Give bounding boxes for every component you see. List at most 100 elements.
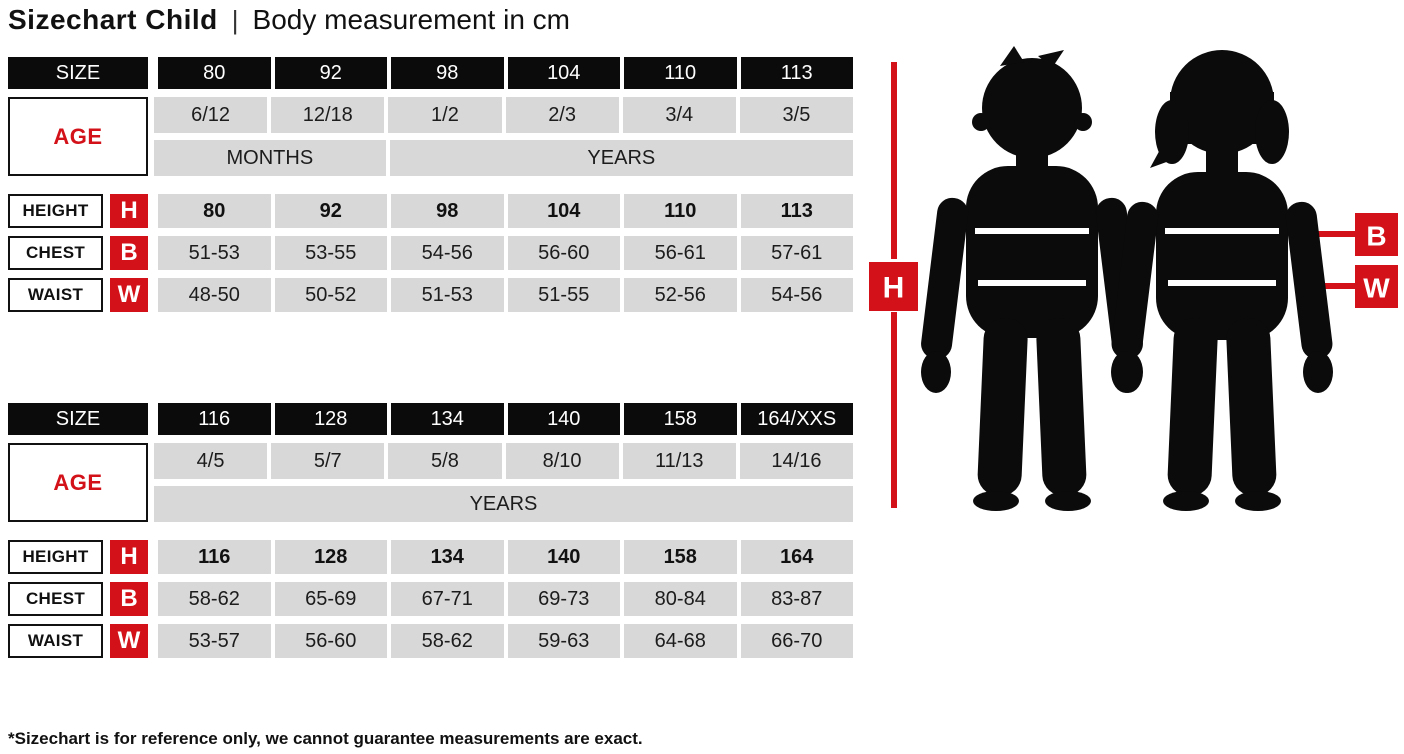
waist-row: WAIST W 53-57 56-60 58-62 59-63 64-68 66…	[8, 624, 853, 658]
age-section: AGE 4/5 5/7 5/8 8/10 11/13 14/16 YEARS	[8, 443, 854, 522]
waist-cell: 59-63	[507, 624, 620, 658]
chest-badge-letter: B	[1366, 221, 1386, 252]
chest-cell: 54-56	[391, 236, 504, 270]
size-table-large: SIZE 116 128 134 140 158 164/XXS AGE 4/5…	[8, 403, 854, 658]
height-label: HEIGHT	[8, 194, 103, 228]
height-cell: 92	[274, 194, 387, 228]
size-cell: 140	[507, 403, 620, 435]
age-values-row: 4/5 5/7 5/8 8/10 11/13 14/16	[154, 443, 854, 479]
height-cell: 104	[507, 194, 620, 228]
footnote: *Sizechart is for reference only, we can…	[8, 729, 643, 748]
waist-badge-letter: W	[1363, 273, 1390, 304]
age-label: AGE	[8, 97, 148, 176]
size-cell: 158	[624, 403, 737, 435]
chest-cell: 51-53	[158, 236, 271, 270]
age-cell: 5/8	[388, 443, 502, 479]
size-header-row: SIZE 80 92 98 104 110 113	[8, 57, 853, 89]
age-units-row: YEARS	[154, 486, 853, 522]
height-cell: 80	[158, 194, 271, 228]
waist-cell: 64-68	[624, 624, 737, 658]
height-cell: 140	[507, 540, 620, 574]
height-badge-letter: H	[883, 272, 905, 305]
chest-cell: 56-61	[624, 236, 737, 270]
height-cell: 113	[740, 194, 853, 228]
waist-cell: 50-52	[274, 278, 387, 312]
age-cell: 3/5	[739, 97, 854, 133]
waist-cell: 58-62	[391, 624, 504, 658]
height-cell: 158	[624, 540, 737, 574]
size-cell: 134	[391, 403, 504, 435]
title-main: Sizechart Child	[8, 4, 218, 35]
chest-row: CHEST B 58-62 65-69 67-71 69-73 80-84 83…	[8, 582, 853, 616]
age-cell: 3/4	[622, 97, 736, 133]
height-cell: 164	[740, 540, 853, 574]
age-cell: 6/12	[154, 97, 268, 133]
size-cell: 164/XXS	[740, 403, 853, 435]
girl-silhouette	[1111, 50, 1333, 511]
height-row: HEIGHT H 80 92 98 104 110 113	[8, 194, 853, 228]
height-cell: 98	[391, 194, 504, 228]
waist-cell: 53-57	[158, 624, 271, 658]
height-badge: H	[869, 262, 918, 311]
height-cell: 110	[624, 194, 737, 228]
age-cell: 4/5	[154, 443, 268, 479]
size-header-row: SIZE 116 128 134 140 158 164/XXS	[8, 403, 853, 435]
chest-row: CHEST B 51-53 53-55 54-56 56-60 56-61 57…	[8, 236, 853, 270]
chest-badge: B	[1355, 213, 1398, 256]
measurement-figure: H B W	[860, 40, 1404, 520]
size-cell: 110	[624, 57, 737, 89]
waist-cell: 54-56	[740, 278, 853, 312]
title-subtitle: Body measurement in cm	[252, 4, 570, 35]
size-cell: 92	[274, 57, 387, 89]
size-label: SIZE	[8, 57, 148, 89]
years-cell: YEARS	[389, 140, 853, 176]
years-cell: YEARS	[154, 486, 853, 522]
waist-cell: 48-50	[158, 278, 271, 312]
waist-label: WAIST	[8, 624, 103, 658]
age-cell: 14/16	[739, 443, 854, 479]
chest-letter-badge: B	[110, 236, 148, 270]
chest-cell: 65-69	[274, 582, 387, 616]
waist-label: WAIST	[8, 278, 103, 312]
size-cell: 113	[740, 57, 853, 89]
chest-measure-line	[1298, 231, 1357, 237]
height-letter-badge: H	[110, 194, 148, 228]
chest-cell: 67-71	[391, 582, 504, 616]
height-cell: 116	[158, 540, 271, 574]
size-cell: 116	[158, 403, 271, 435]
waist-cell: 66-70	[740, 624, 853, 658]
months-cell: MONTHS	[154, 140, 386, 176]
chest-cell: 53-55	[274, 236, 387, 270]
age-cell: 8/10	[505, 443, 619, 479]
age-cell: 1/2	[388, 97, 502, 133]
waist-letter-badge: W	[110, 624, 148, 658]
age-values-row: 6/12 12/18 1/2 2/3 3/4 3/5	[154, 97, 854, 133]
waist-cell: 51-55	[507, 278, 620, 312]
height-letter-badge: H	[110, 540, 148, 574]
size-cell: 104	[507, 57, 620, 89]
age-section: AGE 6/12 12/18 1/2 2/3 3/4 3/5 MONTHS YE…	[8, 97, 854, 176]
height-cell: 134	[391, 540, 504, 574]
chest-cell: 57-61	[740, 236, 853, 270]
age-cell: 12/18	[271, 97, 385, 133]
waist-row: WAIST W 48-50 50-52 51-53 51-55 52-56 54…	[8, 278, 853, 312]
waist-measure-line	[1298, 283, 1357, 289]
size-cell: 98	[391, 57, 504, 89]
waist-cell: 51-53	[391, 278, 504, 312]
size-label: SIZE	[8, 403, 148, 435]
waist-badge: W	[1355, 265, 1398, 308]
chest-letter-badge: B	[110, 582, 148, 616]
age-cell: 2/3	[505, 97, 619, 133]
height-label: HEIGHT	[8, 540, 103, 574]
page-title: Sizechart Child | Body measurement in cm	[8, 4, 570, 36]
age-cell: 5/7	[271, 443, 385, 479]
size-table-small: SIZE 80 92 98 104 110 113 AGE 6/12 12/18…	[8, 57, 854, 312]
chest-cell: 80-84	[624, 582, 737, 616]
title-separator: |	[231, 5, 239, 35]
age-label: AGE	[8, 443, 148, 522]
height-cell: 128	[274, 540, 387, 574]
chest-cell: 83-87	[740, 582, 853, 616]
chest-cell: 56-60	[507, 236, 620, 270]
height-measure-line	[891, 62, 897, 508]
